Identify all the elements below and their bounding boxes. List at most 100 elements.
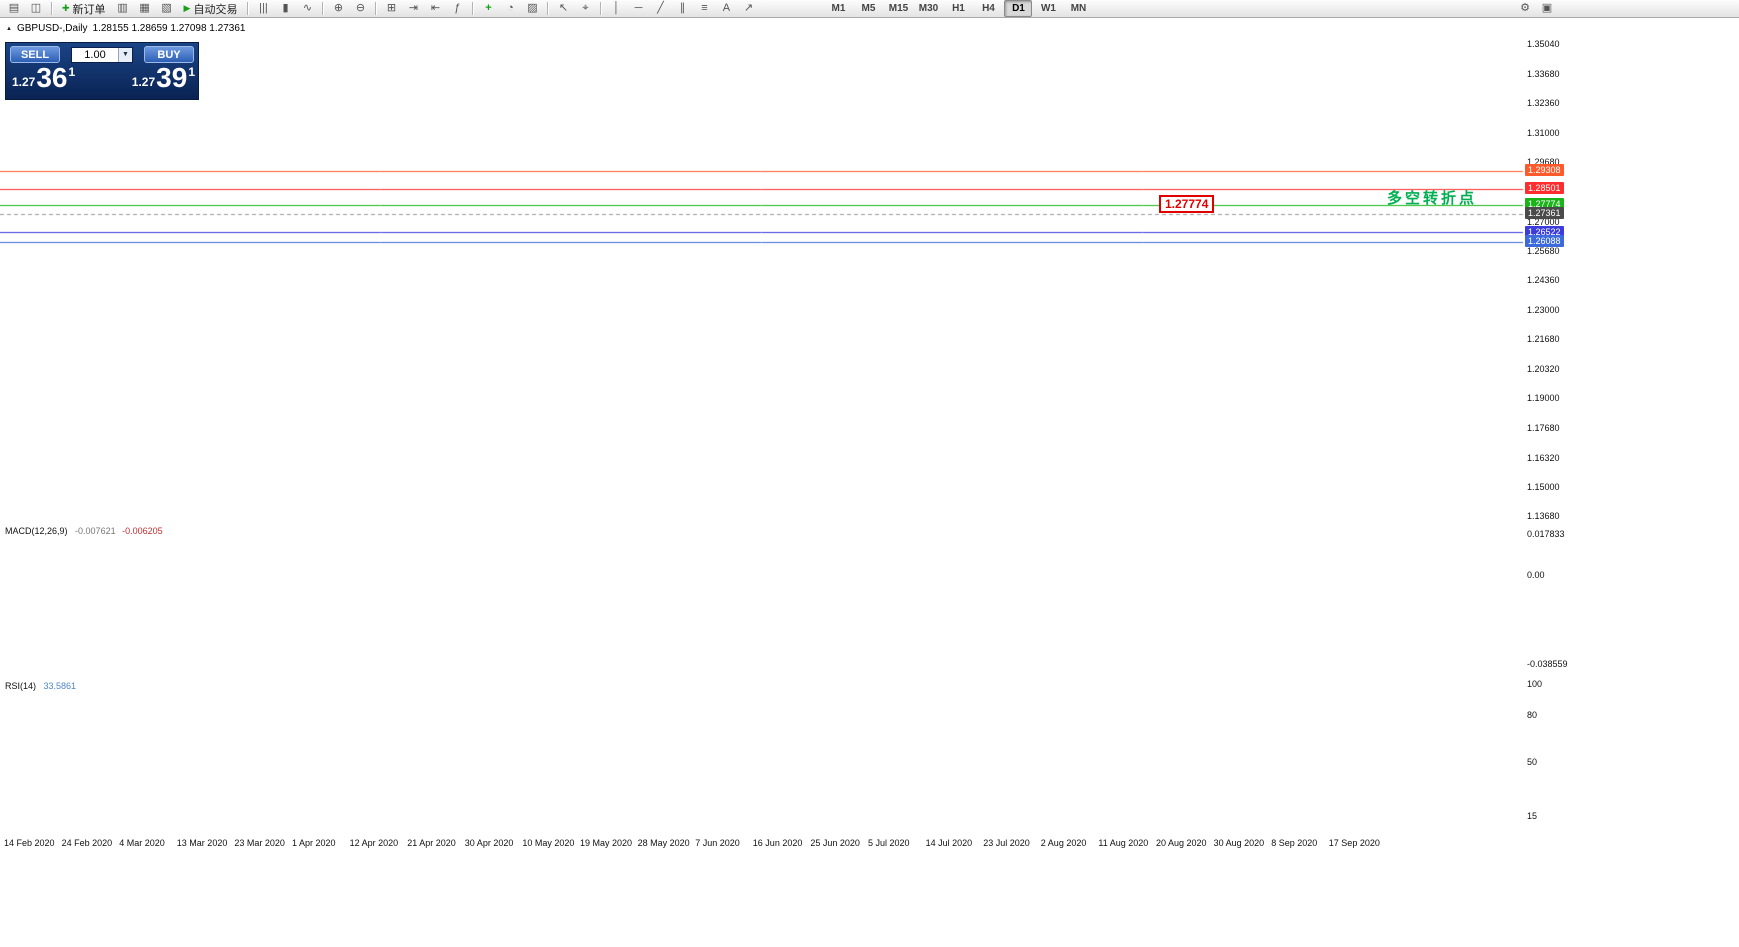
window-arrange-icon[interactable]: ▣ xyxy=(1541,2,1553,14)
timeframe-button-M5[interactable]: M5 xyxy=(861,3,876,14)
autotrade-icon: ▶ xyxy=(183,3,191,13)
trendline-icon[interactable]: ╱ xyxy=(657,2,664,14)
time-axis[interactable]: 14 Feb 2020 24 Feb 2020 4 Mar 2020 13 Mar 2… xyxy=(0,834,1568,852)
volume-value[interactable]: 1.00 xyxy=(84,48,106,61)
volume-dropdown-icon[interactable]: ▼ xyxy=(118,47,132,62)
add-indicator-icon[interactable]: + xyxy=(485,2,492,14)
date-label: 11 Aug 2020 xyxy=(1098,838,1149,848)
axis-label: 1.20320 xyxy=(1527,364,1560,375)
timeframe-button-H4[interactable]: H4 xyxy=(982,3,995,14)
timeframe-group: M1 M5 M15 M30 H1 H4 D1 W1 MN xyxy=(823,0,1093,17)
new-chart-icon[interactable]: ▤ xyxy=(8,2,20,14)
chart-windows-icon[interactable]: ◫ xyxy=(30,2,42,14)
price-flag: 1.27774 xyxy=(1525,198,1564,211)
chart-title: ▲ GBPUSD-,Daily 1.28155 1.28659 1.27098 … xyxy=(6,23,245,34)
date-label: 10 May 2020 xyxy=(522,838,575,848)
rsi-name: RSI(14) xyxy=(5,681,37,691)
axis-label: 1.16320 xyxy=(1527,452,1560,463)
buy-price-big: 39 xyxy=(156,62,188,93)
text-icon[interactable]: A xyxy=(722,2,731,14)
date-label: 16 Jun 2020 xyxy=(752,838,803,848)
horizontal-line-icon[interactable]: ─ xyxy=(634,2,643,14)
timeframe-button-M15[interactable]: M15 xyxy=(888,3,909,14)
date-label: 25 Jun 2020 xyxy=(810,838,860,848)
axis-label: 1.24360 xyxy=(1527,275,1560,286)
date-label: 7 Jun 2020 xyxy=(695,838,740,848)
line-chart-icon[interactable]: ∿ xyxy=(302,2,313,14)
price-flag: 1.27361 xyxy=(1525,207,1564,220)
date-label: 30 Apr 2020 xyxy=(464,838,514,848)
axis-label: 1.32360 xyxy=(1527,98,1560,109)
buy-price: 1.27 39 1 xyxy=(129,63,195,93)
market-watch-icon[interactable]: ▥ xyxy=(117,2,128,14)
macd-value-main: -0.007621 xyxy=(75,526,116,536)
date-label: 14 Jul 2020 xyxy=(925,838,973,848)
toolbar-separator xyxy=(600,2,602,15)
chart-shift-icon[interactable]: ⇤ xyxy=(430,2,441,14)
sell-price-small: 1.27 xyxy=(12,75,36,89)
new-order-button-label: 新订单 xyxy=(72,3,106,16)
date-label: 4 Mar 2020 xyxy=(119,838,165,848)
axis-label: 1.17680 xyxy=(1527,422,1560,433)
sell-price: 1.27 36 1 xyxy=(9,63,75,93)
axis-label: 1.25680 xyxy=(1527,245,1560,256)
collapse-icon[interactable]: ▲ xyxy=(6,25,12,32)
axis-label: 1.23000 xyxy=(1527,305,1560,316)
timeframe-button-MN[interactable]: MN xyxy=(1070,3,1087,14)
data-window-icon[interactable]: ▦ xyxy=(139,2,150,14)
indicators-icon[interactable]: ƒ xyxy=(454,2,461,14)
axis-label: 1.31000 xyxy=(1527,128,1560,139)
arrows-tool-icon[interactable]: ↗ xyxy=(743,2,754,14)
date-label: 23 Jul 2020 xyxy=(983,838,1030,848)
candle-chart-icon[interactable]: ▮ xyxy=(282,2,289,14)
zoom-in-icon[interactable]: ⊕ xyxy=(333,2,344,14)
toolbar-separator xyxy=(472,2,474,15)
date-label: 12 Apr 2020 xyxy=(349,838,399,848)
rsi-value: 33.5861 xyxy=(43,681,77,691)
timeframe-button-M1[interactable]: M1 xyxy=(831,3,846,14)
timeframe-button-W1[interactable]: W1 xyxy=(1040,3,1056,14)
sell-price-sup: 1 xyxy=(68,65,76,79)
sell-button[interactable]: SELL xyxy=(10,46,60,63)
axis-label: 1.29680 xyxy=(1527,157,1560,168)
chart-settings-icon[interactable]: ⚙ xyxy=(1520,2,1530,14)
navigator-icon[interactable]: ▧ xyxy=(161,2,172,14)
date-label: 24 Feb 2020 xyxy=(61,838,113,848)
timeframe-button-D1[interactable]: D1 xyxy=(1004,0,1033,17)
new-order-button[interactable]: ✚ 新订单 xyxy=(56,1,112,16)
toolbar: ▤ ◫ ✚ 新订单 ▥ ▦ ▧ ▶ 自动交易 ||| ▮ ∿ ⊕ ⊖ ⊞ ⇥ ⇤ ƒ + ◔ ▨ ↖ ⌖ │ ─ ╱ ∥ ≡ A ↗ M1 M… xyxy=(0,0,1739,18)
timeframe-button-H1[interactable]: H1 xyxy=(952,3,965,14)
date-label: 23 Mar 2020 xyxy=(234,838,285,848)
sell-price-big: 36 xyxy=(36,62,68,93)
vertical-line-icon[interactable]: │ xyxy=(613,2,620,14)
price-level-callout: 1.27774 xyxy=(1159,195,1215,213)
axis-label: 15 xyxy=(1527,810,1538,821)
chart-ohlc-values: 1.28155 1.28659 1.27098 1.27361 xyxy=(92,23,246,34)
toolbar-separator xyxy=(375,2,377,15)
cursor-icon[interactable]: ↖ xyxy=(558,2,569,14)
autotrade-button[interactable]: ▶ 自动交易 xyxy=(178,1,244,16)
buy-price-small: 1.27 xyxy=(131,75,156,89)
crosshair-icon[interactable]: ⌖ xyxy=(582,2,589,14)
tile-windows-icon[interactable]: ⊞ xyxy=(386,2,397,14)
new-order-icon: ✚ xyxy=(62,3,70,13)
period-icon[interactable]: ◔ xyxy=(507,2,514,14)
bar-chart-icon[interactable]: ||| xyxy=(259,2,268,14)
templates-icon[interactable]: ▨ xyxy=(527,2,538,14)
zoom-out-icon[interactable]: ⊖ xyxy=(355,2,366,14)
macd-name: MACD(12,26,9) xyxy=(5,526,68,536)
auto-scroll-icon[interactable]: ⇥ xyxy=(408,2,419,14)
one-click-trading-panel: SELL 1.00 ▼ BUY 1.27 36 1 1.27 39 1 xyxy=(5,42,199,100)
date-label: 30 Aug 2020 xyxy=(1213,838,1265,848)
axis-label: 1.35040 xyxy=(1527,39,1560,49)
volume-input[interactable]: 1.00 ▼ xyxy=(71,46,133,63)
axis-label: 1.15000 xyxy=(1527,481,1560,492)
rsi-indicator-label: RSI(14) 33.5861 xyxy=(5,681,76,691)
channel-icon[interactable]: ∥ xyxy=(679,2,686,14)
fibonacci-icon[interactable]: ≡ xyxy=(701,2,708,14)
buy-button[interactable]: BUY xyxy=(144,46,194,63)
autotrade-button-label: 自动交易 xyxy=(193,3,238,16)
price-axis[interactable]: 1.35040 1.33680 1.32360 1.31000 1.29680 1.270… xyxy=(1523,18,1583,833)
timeframe-button-M30[interactable]: M30 xyxy=(918,3,939,14)
